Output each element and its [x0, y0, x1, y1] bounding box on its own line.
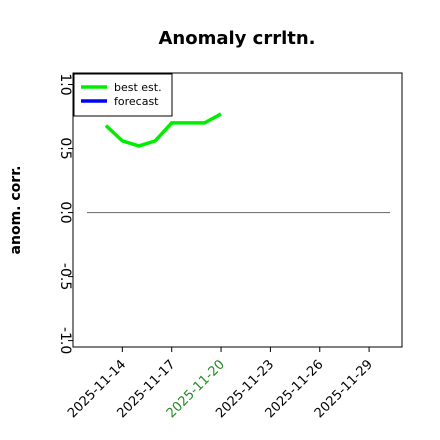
legend-label: forecast [114, 95, 159, 108]
series-line [104, 112, 222, 148]
y-tick-label: -0.5 [57, 263, 73, 290]
y-tick-label: 1.0 [57, 73, 73, 95]
legend-box [73, 73, 173, 117]
y-axis-label: anom. corr. [8, 166, 24, 255]
y-tick-label: 0.0 [57, 201, 73, 223]
plot-frame [72, 72, 403, 348]
y-tick-label: 0.5 [57, 137, 73, 159]
y-tick-label: -1.0 [57, 327, 73, 354]
legend-label: best est. [114, 81, 162, 94]
chart-title: Anomaly crrltn. [158, 28, 315, 49]
